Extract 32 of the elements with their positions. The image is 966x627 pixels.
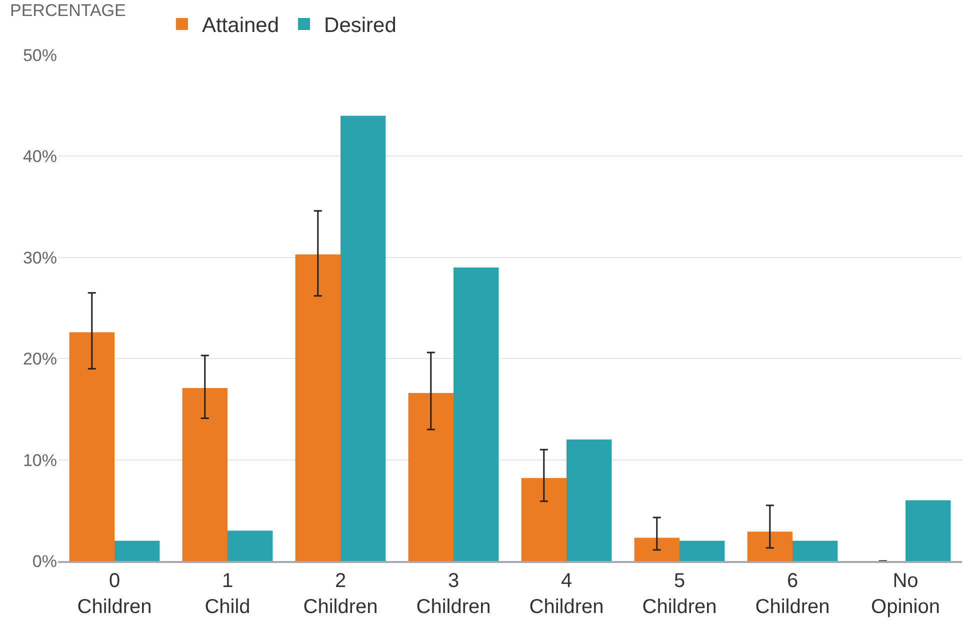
x-tick-label: 0 Children xyxy=(77,570,152,618)
bar xyxy=(792,540,838,561)
legend-label: Desired xyxy=(324,14,396,38)
bar xyxy=(295,254,340,561)
y-tick-label: 30% xyxy=(22,248,57,268)
bar xyxy=(634,538,680,561)
bar xyxy=(566,440,612,561)
y-tick-label: 20% xyxy=(22,350,57,369)
bar xyxy=(182,388,228,561)
y-tick-label: 40% xyxy=(22,147,57,166)
bar xyxy=(747,532,792,561)
x-tick-label: 2 Children xyxy=(303,570,378,618)
bar xyxy=(408,393,454,561)
bar xyxy=(521,478,566,561)
x-tick-label: 1 Child xyxy=(204,570,250,618)
bar xyxy=(114,540,160,561)
bar xyxy=(69,332,114,561)
y-tick-label: 0% xyxy=(32,552,57,571)
x-tick-label: 3 Children xyxy=(416,570,491,618)
bar xyxy=(228,530,273,561)
x-tick-label: 5 Children xyxy=(642,570,717,618)
bar xyxy=(454,268,499,561)
x-tick-label: 4 Children xyxy=(529,570,604,618)
y-axis-title: PERCENTAGE xyxy=(10,1,126,20)
bar xyxy=(340,116,386,561)
bar xyxy=(906,500,951,561)
bar xyxy=(680,540,725,561)
x-tick-label: No Opinion xyxy=(871,570,940,618)
y-tick-label: 10% xyxy=(22,450,57,470)
y-tick-label: 50% xyxy=(22,46,57,65)
x-tick-label: 6 Children xyxy=(755,570,830,618)
legend-label: Attained xyxy=(202,14,280,38)
